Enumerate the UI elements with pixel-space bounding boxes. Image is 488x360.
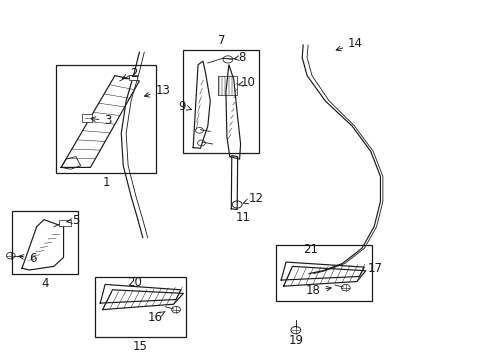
Text: 16: 16 bbox=[147, 311, 165, 324]
Bar bbox=[59, 220, 71, 226]
Bar bbox=[56, 65, 156, 173]
Text: 12: 12 bbox=[243, 192, 263, 205]
Text: 18: 18 bbox=[305, 284, 330, 297]
Text: 13: 13 bbox=[144, 84, 170, 97]
Text: 1: 1 bbox=[102, 176, 110, 189]
Text: 5: 5 bbox=[67, 214, 80, 227]
Bar bbox=[276, 245, 371, 301]
Text: 4: 4 bbox=[41, 277, 49, 290]
Bar bbox=[183, 50, 259, 153]
Bar bbox=[217, 76, 237, 95]
Text: 15: 15 bbox=[133, 340, 148, 353]
Text: 8: 8 bbox=[234, 51, 245, 64]
Text: 3: 3 bbox=[91, 114, 111, 127]
Text: 2: 2 bbox=[122, 67, 138, 80]
Text: 6: 6 bbox=[19, 252, 37, 265]
Text: 20: 20 bbox=[127, 276, 142, 289]
Bar bbox=[82, 114, 92, 122]
Text: 19: 19 bbox=[288, 334, 303, 347]
Bar bbox=[12, 211, 78, 274]
Text: 17: 17 bbox=[367, 262, 382, 275]
Bar bbox=[95, 277, 185, 337]
Text: 10: 10 bbox=[237, 76, 255, 89]
Bar bbox=[128, 75, 137, 80]
Text: 11: 11 bbox=[236, 211, 250, 224]
Text: 7: 7 bbox=[217, 34, 224, 47]
Text: 9: 9 bbox=[178, 100, 191, 113]
Text: 14: 14 bbox=[335, 37, 363, 51]
Text: 21: 21 bbox=[303, 243, 317, 256]
